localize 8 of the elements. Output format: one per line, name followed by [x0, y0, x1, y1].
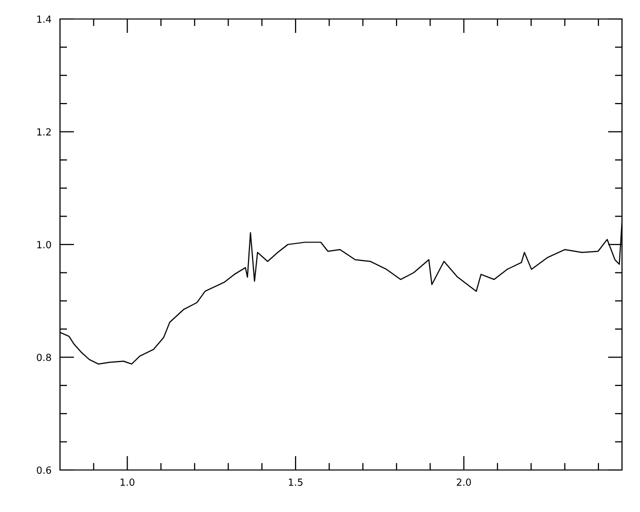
- x-tick-label: 1.0: [120, 478, 134, 486]
- y-tick-label: 0.8: [36, 354, 51, 362]
- y-tick-label: 1.4: [37, 16, 52, 23]
- y-tick-label: 0.6: [36, 466, 52, 474]
- x-tick-label: 2.0: [456, 478, 471, 486]
- x-tick-label: 1.5: [288, 478, 302, 486]
- y-tick-label: 1.2: [37, 128, 51, 136]
- y-tick-label: 1.0: [37, 240, 52, 248]
